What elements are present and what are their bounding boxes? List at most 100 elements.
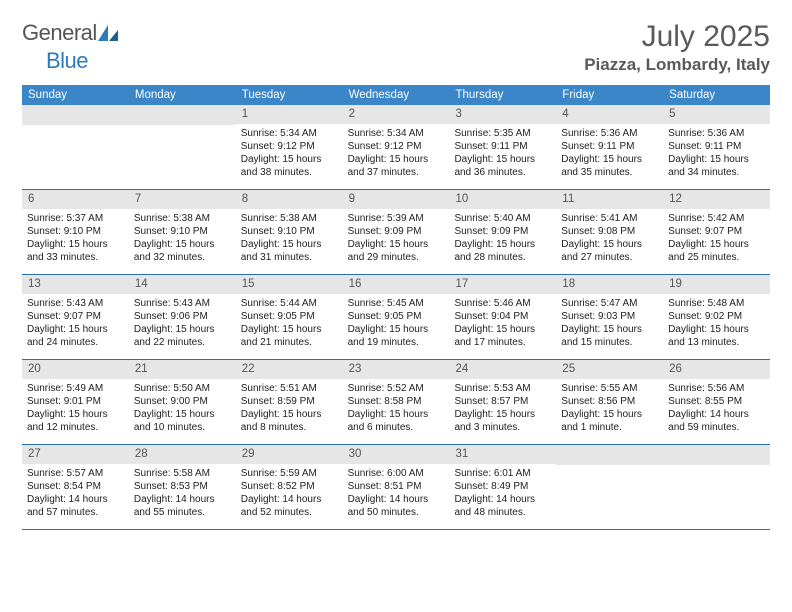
sunset: Sunset: 9:06 PM (134, 310, 231, 323)
day-cell: 30Sunrise: 6:00 AMSunset: 8:51 PMDayligh… (343, 445, 450, 529)
sunrise: Sunrise: 5:38 AM (134, 212, 231, 225)
day-content: Sunrise: 5:45 AMSunset: 9:05 PMDaylight:… (343, 294, 450, 349)
sunrise: Sunrise: 5:48 AM (668, 297, 765, 310)
day-content: Sunrise: 5:53 AMSunset: 8:57 PMDaylight:… (449, 379, 556, 434)
sunrise: Sunrise: 5:53 AM (454, 382, 551, 395)
sunrise: Sunrise: 5:36 AM (668, 127, 765, 140)
day-number: 21 (129, 360, 236, 379)
day-content: Sunrise: 5:56 AMSunset: 8:55 PMDaylight:… (663, 379, 770, 434)
location: Piazza, Lombardy, Italy (584, 55, 770, 75)
day-number: 13 (22, 275, 129, 294)
sunset: Sunset: 8:56 PM (561, 395, 658, 408)
day-content: Sunrise: 5:55 AMSunset: 8:56 PMDaylight:… (556, 379, 663, 434)
sunrise: Sunrise: 5:57 AM (27, 467, 124, 480)
title-block: July 2025 Piazza, Lombardy, Italy (584, 20, 770, 75)
sunrise: Sunrise: 5:43 AM (27, 297, 124, 310)
sunset: Sunset: 9:12 PM (348, 140, 445, 153)
day-number (22, 105, 129, 125)
daylight: Daylight: 15 hours and 35 minutes. (561, 153, 658, 179)
sunrise: Sunrise: 5:37 AM (27, 212, 124, 225)
sunset: Sunset: 9:07 PM (27, 310, 124, 323)
day-content: Sunrise: 6:01 AMSunset: 8:49 PMDaylight:… (449, 464, 556, 519)
dow-cell: Tuesday (236, 85, 343, 105)
dow-row: SundayMondayTuesdayWednesdayThursdayFrid… (22, 85, 770, 105)
day-number: 4 (556, 105, 663, 124)
day-content: Sunrise: 5:41 AMSunset: 9:08 PMDaylight:… (556, 209, 663, 264)
day-number: 2 (343, 105, 450, 124)
sunset: Sunset: 9:05 PM (241, 310, 338, 323)
sunset: Sunset: 8:49 PM (454, 480, 551, 493)
sunrise: Sunrise: 5:52 AM (348, 382, 445, 395)
day-cell: 23Sunrise: 5:52 AMSunset: 8:58 PMDayligh… (343, 360, 450, 444)
sunrise: Sunrise: 5:39 AM (348, 212, 445, 225)
dow-cell: Monday (129, 85, 236, 105)
day-number: 29 (236, 445, 343, 464)
sunrise: Sunrise: 5:40 AM (454, 212, 551, 225)
daylight: Daylight: 14 hours and 52 minutes. (241, 493, 338, 519)
sunrise: Sunrise: 5:43 AM (134, 297, 231, 310)
day-number: 15 (236, 275, 343, 294)
day-content: Sunrise: 5:46 AMSunset: 9:04 PMDaylight:… (449, 294, 556, 349)
header: General Blue July 2025 Piazza, Lombardy,… (22, 20, 770, 75)
sunset: Sunset: 8:53 PM (134, 480, 231, 493)
day-number: 11 (556, 190, 663, 209)
day-number: 1 (236, 105, 343, 124)
day-cell: 8Sunrise: 5:38 AMSunset: 9:10 PMDaylight… (236, 190, 343, 274)
daylight: Daylight: 15 hours and 36 minutes. (454, 153, 551, 179)
dow-cell: Friday (556, 85, 663, 105)
sunset: Sunset: 9:01 PM (27, 395, 124, 408)
day-number (129, 105, 236, 125)
daylight: Daylight: 14 hours and 59 minutes. (668, 408, 765, 434)
sunset: Sunset: 8:58 PM (348, 395, 445, 408)
sunrise: Sunrise: 5:42 AM (668, 212, 765, 225)
logo-word2: Blue (46, 48, 88, 73)
sunrise: Sunrise: 5:50 AM (134, 382, 231, 395)
day-number: 20 (22, 360, 129, 379)
day-cell: 7Sunrise: 5:38 AMSunset: 9:10 PMDaylight… (129, 190, 236, 274)
daylight: Daylight: 14 hours and 50 minutes. (348, 493, 445, 519)
day-cell: 27Sunrise: 5:57 AMSunset: 8:54 PMDayligh… (22, 445, 129, 529)
day-content: Sunrise: 5:37 AMSunset: 9:10 PMDaylight:… (22, 209, 129, 264)
day-number: 3 (449, 105, 556, 124)
sunset: Sunset: 9:05 PM (348, 310, 445, 323)
day-cell: 18Sunrise: 5:47 AMSunset: 9:03 PMDayligh… (556, 275, 663, 359)
daylight: Daylight: 14 hours and 48 minutes. (454, 493, 551, 519)
daylight: Daylight: 15 hours and 10 minutes. (134, 408, 231, 434)
sunset: Sunset: 9:00 PM (134, 395, 231, 408)
sunset: Sunset: 9:10 PM (134, 225, 231, 238)
daylight: Daylight: 15 hours and 22 minutes. (134, 323, 231, 349)
day-content: Sunrise: 5:47 AMSunset: 9:03 PMDaylight:… (556, 294, 663, 349)
sunset: Sunset: 8:52 PM (241, 480, 338, 493)
day-cell: 2Sunrise: 5:34 AMSunset: 9:12 PMDaylight… (343, 105, 450, 189)
daylight: Daylight: 15 hours and 17 minutes. (454, 323, 551, 349)
day-number: 25 (556, 360, 663, 379)
day-number: 30 (343, 445, 450, 464)
daylight: Daylight: 15 hours and 34 minutes. (668, 153, 765, 179)
day-number: 17 (449, 275, 556, 294)
day-content: Sunrise: 5:42 AMSunset: 9:07 PMDaylight:… (663, 209, 770, 264)
day-cell: 6Sunrise: 5:37 AMSunset: 9:10 PMDaylight… (22, 190, 129, 274)
sunrise: Sunrise: 5:47 AM (561, 297, 658, 310)
daylight: Daylight: 15 hours and 6 minutes. (348, 408, 445, 434)
day-cell: 4Sunrise: 5:36 AMSunset: 9:11 PMDaylight… (556, 105, 663, 189)
sunset: Sunset: 8:57 PM (454, 395, 551, 408)
daylight: Daylight: 15 hours and 27 minutes. (561, 238, 658, 264)
daylight: Daylight: 14 hours and 55 minutes. (134, 493, 231, 519)
dow-cell: Wednesday (343, 85, 450, 105)
sunrise: Sunrise: 6:01 AM (454, 467, 551, 480)
sunset: Sunset: 9:09 PM (348, 225, 445, 238)
day-content: Sunrise: 5:43 AMSunset: 9:07 PMDaylight:… (22, 294, 129, 349)
day-cell: 31Sunrise: 6:01 AMSunset: 8:49 PMDayligh… (449, 445, 556, 529)
day-cell-empty (556, 445, 663, 529)
sunrise: Sunrise: 5:34 AM (241, 127, 338, 140)
sunset: Sunset: 9:09 PM (454, 225, 551, 238)
week-row: 27Sunrise: 5:57 AMSunset: 8:54 PMDayligh… (22, 445, 770, 530)
day-cell: 5Sunrise: 5:36 AMSunset: 9:11 PMDaylight… (663, 105, 770, 189)
week-row: 6Sunrise: 5:37 AMSunset: 9:10 PMDaylight… (22, 190, 770, 275)
calendar: SundayMondayTuesdayWednesdayThursdayFrid… (22, 85, 770, 530)
day-cell: 20Sunrise: 5:49 AMSunset: 9:01 PMDayligh… (22, 360, 129, 444)
day-cell: 14Sunrise: 5:43 AMSunset: 9:06 PMDayligh… (129, 275, 236, 359)
sunrise: Sunrise: 5:38 AM (241, 212, 338, 225)
daylight: Daylight: 15 hours and 28 minutes. (454, 238, 551, 264)
sunrise: Sunrise: 6:00 AM (348, 467, 445, 480)
